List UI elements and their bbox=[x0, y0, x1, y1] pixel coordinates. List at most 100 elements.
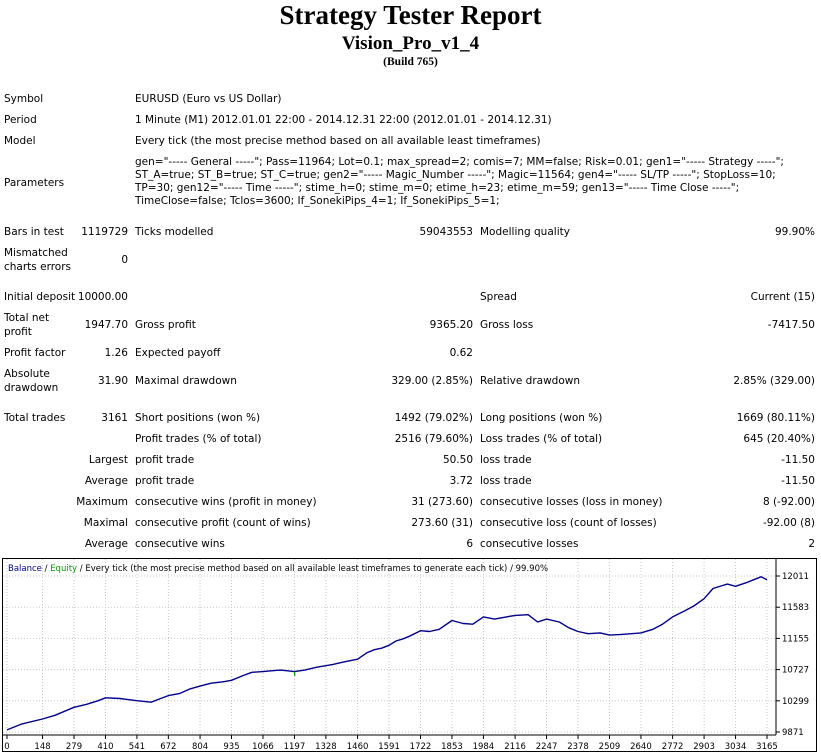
x-tick-label: 2116 bbox=[504, 742, 526, 752]
y-tick-label: 12011 bbox=[782, 572, 809, 582]
period-value: 1 Minute (M1) 2012.01.01 22:00 - 2014.12… bbox=[135, 114, 552, 126]
bars-value: 1119729 bbox=[81, 226, 128, 238]
grossprofit-value: 9365.20 bbox=[429, 319, 473, 331]
losstrades-value: 645 (20.40%) bbox=[743, 433, 815, 445]
expert-name: Vision_Pro_v1_4 bbox=[341, 33, 480, 54]
average-label: Average bbox=[84, 475, 128, 487]
deposit-label: Initial deposit bbox=[4, 291, 76, 303]
y-axis: 9871 10299 10727 11155 11583 12011 bbox=[775, 559, 809, 738]
pf-label: Profit factor bbox=[4, 347, 66, 359]
maxconslosses-value: 8 (-92.00) bbox=[762, 496, 815, 508]
x-tick-label: 0 bbox=[4, 742, 9, 752]
pf-value: 1.26 bbox=[104, 347, 128, 359]
long-value: 1669 (80.11%) bbox=[736, 412, 815, 424]
largest-lt-value: -11.50 bbox=[781, 454, 815, 466]
x-tick-label: 2640 bbox=[630, 742, 652, 752]
legend-balance: Balance bbox=[8, 564, 42, 574]
grossprofit-label: Gross profit bbox=[135, 319, 196, 331]
quality-label: Modelling quality bbox=[480, 226, 570, 238]
maxconswins-value: 31 (273.60) bbox=[411, 496, 473, 508]
legend-slash: / bbox=[42, 564, 50, 574]
mismatch-value: 0 bbox=[121, 254, 128, 266]
deposit-value: 10000.00 bbox=[77, 291, 128, 303]
long-label: Long positions (won %) bbox=[480, 412, 603, 424]
mismatch-label-1: Mismatched bbox=[4, 247, 68, 259]
absdd-label-1: Absolute bbox=[4, 368, 50, 380]
average-pt-value: 3.72 bbox=[449, 475, 473, 487]
short-label: Short positions (won %) bbox=[135, 412, 261, 424]
avgconslosses-value: 2 bbox=[808, 538, 815, 550]
chart-grid bbox=[3, 559, 776, 735]
balance-line bbox=[6, 576, 768, 731]
x-tick-label: 1722 bbox=[410, 742, 432, 752]
maxdd-value: 329.00 (2.85%) bbox=[391, 375, 473, 387]
x-tick-label: 279 bbox=[66, 742, 82, 752]
x-tick-label: 804 bbox=[192, 742, 208, 752]
maxconsloss-value: -92.00 (8) bbox=[762, 517, 815, 529]
grossloss-label: Gross loss bbox=[480, 319, 534, 331]
x-tick-label: 672 bbox=[160, 742, 176, 752]
x-tick-label: 148 bbox=[34, 742, 50, 752]
x-tick-label: 2378 bbox=[567, 742, 589, 752]
ticks-value: 59043553 bbox=[419, 226, 473, 238]
maxconslosses-label: consecutive losses (loss in money) bbox=[480, 496, 663, 508]
balance-equity-chart: 9871 10299 10727 11155 11583 12011 0 148 279 410… bbox=[2, 558, 817, 752]
average-lt-label: loss trade bbox=[480, 475, 532, 487]
model-value: Every tick (the most precise method base… bbox=[135, 135, 541, 147]
chart-legend: Balance / Equity / Every tick (the most … bbox=[8, 564, 548, 574]
symbol-label: Symbol bbox=[4, 93, 44, 105]
avgconswins-label: consecutive wins bbox=[135, 538, 225, 550]
y-tick-label: 10727 bbox=[782, 666, 809, 676]
largest-pt-value: 50.50 bbox=[442, 454, 473, 466]
avgconswins-value: 6 bbox=[466, 538, 473, 550]
x-tick-label: 1984 bbox=[473, 742, 495, 752]
grossloss-value: -7417.50 bbox=[767, 319, 815, 331]
y-tick-label: 11155 bbox=[782, 634, 809, 644]
avgconslosses-label: consecutive losses bbox=[480, 538, 579, 550]
largest-label: Largest bbox=[88, 454, 128, 466]
spread-value: Current (15) bbox=[750, 291, 815, 303]
absdd-value: 31.90 bbox=[97, 375, 128, 387]
avgcons-label: Average bbox=[84, 538, 128, 550]
x-tick-label: 1328 bbox=[315, 742, 337, 752]
equity-line bbox=[293, 671, 296, 676]
losstrades-label: Loss trades (% of total) bbox=[480, 433, 603, 445]
x-tick-label: 2247 bbox=[536, 742, 558, 752]
mismatch-label-2: charts errors bbox=[4, 261, 71, 273]
x-axis: 0 148 279 410 541 672 804 935 1066 1197 1328 1460 15… bbox=[3, 734, 778, 752]
absdd-label-2: drawdown bbox=[4, 382, 59, 394]
netprofit-label-1: Total net bbox=[4, 312, 50, 324]
maxconsprofit-value: 273.60 (31) bbox=[411, 517, 473, 529]
trades-value: 3161 bbox=[101, 412, 128, 424]
x-tick-label: 2772 bbox=[662, 742, 684, 752]
largest-pt-label: profit trade bbox=[135, 454, 195, 466]
trades-label: Total trades bbox=[4, 412, 66, 424]
payoff-value: 0.62 bbox=[449, 347, 473, 359]
maxconswins-label: consecutive wins (profit in money) bbox=[135, 496, 317, 508]
y-tick-label: 11583 bbox=[782, 603, 809, 613]
x-tick-label: 2903 bbox=[693, 742, 715, 752]
x-tick-label: 1591 bbox=[378, 742, 400, 752]
model-label: Model bbox=[4, 135, 36, 147]
netprofit-label-2: profit bbox=[4, 326, 32, 338]
x-tick-label: 541 bbox=[129, 742, 145, 752]
quality-value: 99.90% bbox=[774, 226, 815, 238]
average-pt-label: profit trade bbox=[135, 475, 195, 487]
period-label: Period bbox=[4, 114, 37, 126]
parameters-label: Parameters bbox=[4, 177, 65, 189]
legend-model: / Every tick (the most precise method ba… bbox=[77, 564, 507, 574]
legend-equity: Equity bbox=[50, 564, 77, 574]
x-tick-label: 2509 bbox=[599, 742, 621, 752]
reldd-value: 2.85% (329.00) bbox=[733, 375, 815, 387]
maxconsprofit-label: consecutive profit (count of wins) bbox=[135, 517, 311, 529]
maxdd-label: Maximal drawdown bbox=[135, 375, 237, 387]
spread-label: Spread bbox=[480, 291, 517, 303]
y-tick-label: 10299 bbox=[782, 697, 809, 707]
ticks-label: Ticks modelled bbox=[135, 226, 214, 238]
largest-lt-label: loss trade bbox=[480, 454, 532, 466]
maximal-label: Maximal bbox=[83, 517, 128, 529]
x-tick-label: 3034 bbox=[725, 742, 747, 752]
x-tick-label: 1197 bbox=[284, 742, 306, 752]
x-tick-label: 410 bbox=[97, 742, 113, 752]
chart-series bbox=[6, 576, 768, 731]
